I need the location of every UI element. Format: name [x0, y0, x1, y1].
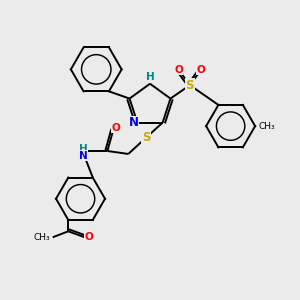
Text: O: O: [197, 64, 206, 75]
Text: CH₃: CH₃: [33, 233, 50, 242]
Text: S: S: [142, 131, 151, 144]
Text: S: S: [186, 79, 194, 92]
Text: N: N: [79, 151, 88, 161]
Text: CH₃: CH₃: [259, 122, 275, 130]
Text: H: H: [146, 72, 154, 82]
Text: O: O: [112, 123, 121, 133]
Text: N: N: [129, 116, 139, 129]
Text: H: H: [79, 144, 88, 154]
Text: O: O: [85, 232, 94, 242]
Text: O: O: [174, 64, 183, 75]
